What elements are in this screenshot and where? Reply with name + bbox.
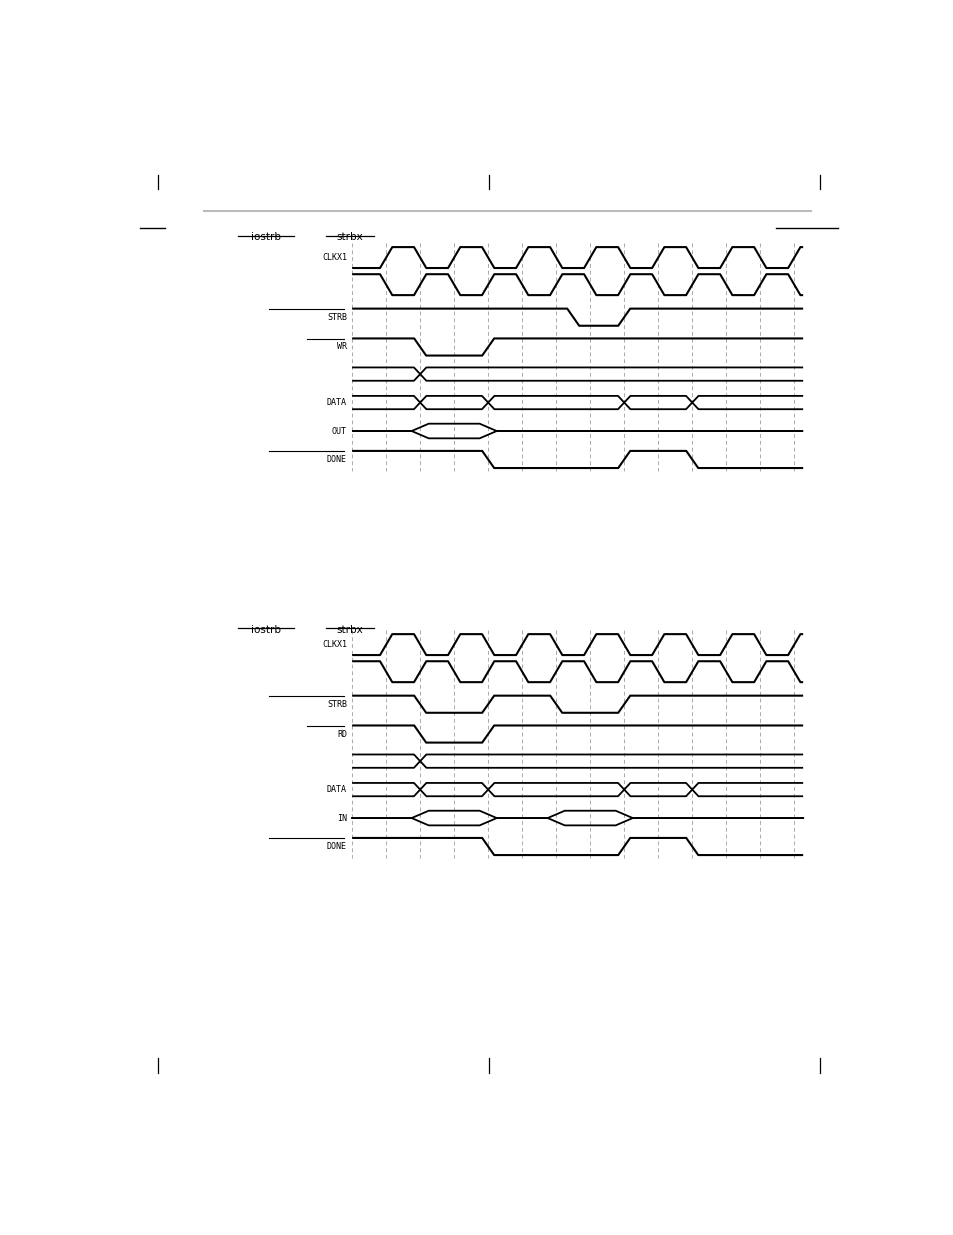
Text: WR: WR [336, 342, 347, 352]
Text: IN: IN [336, 814, 347, 823]
Text: DONE: DONE [327, 454, 347, 464]
Text: strbx: strbx [336, 625, 363, 635]
Text: CLKX1: CLKX1 [321, 640, 347, 650]
Text: iostrb: iostrb [251, 232, 280, 242]
Text: DONE: DONE [327, 842, 347, 851]
Text: OUT: OUT [332, 426, 347, 436]
Text: CLKX1: CLKX1 [321, 253, 347, 262]
Text: STRB: STRB [327, 312, 347, 321]
Text: STRB: STRB [327, 700, 347, 709]
Text: RD: RD [336, 730, 347, 739]
Text: DATA: DATA [327, 398, 347, 408]
Text: strbx: strbx [336, 232, 363, 242]
Text: iostrb: iostrb [251, 625, 280, 635]
Text: DATA: DATA [327, 785, 347, 794]
